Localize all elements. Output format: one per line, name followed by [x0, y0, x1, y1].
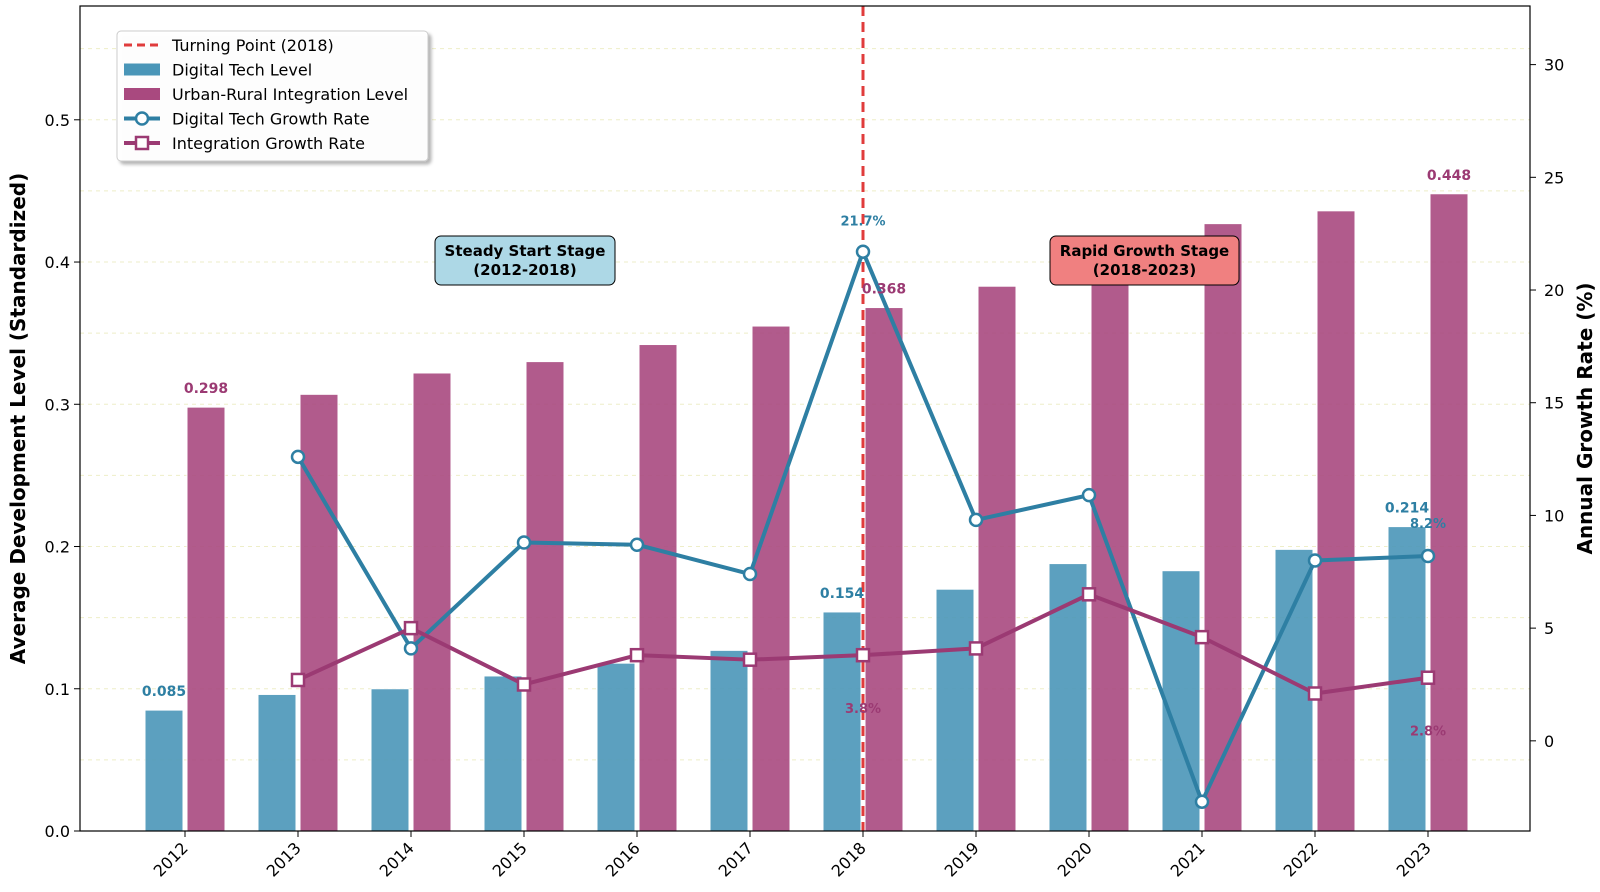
legend-label: Turning Point (2018) [171, 36, 334, 55]
integration-bar [186, 406, 226, 832]
integration-growth-point [1420, 670, 1436, 685]
bar-value-label: 0.214 [1385, 501, 1430, 517]
legend-label: Digital Tech Level [172, 61, 312, 80]
bar-value-label: 0.154 [820, 586, 865, 602]
integration-growth-point [629, 647, 645, 663]
digital-tech-growth-point [629, 537, 645, 552]
integration-bar [412, 372, 452, 832]
growth-lines [290, 244, 1436, 809]
integration-bar [525, 361, 565, 832]
left-tick-label: 0.4 [45, 253, 70, 272]
data-labels: 0.085 0.298 0.154 0.368 0.214 0.448 21.7% 3.8% 8… [142, 168, 1471, 740]
right-tick-label: 5 [1544, 619, 1554, 638]
plot-frame [79, 5, 1531, 832]
left-tick-label: 0.1 [45, 680, 70, 699]
integration-bar [1316, 210, 1356, 832]
digital-tech-bar [257, 693, 297, 832]
legend-swatch-bar [124, 88, 160, 100]
integration-growth-point [516, 677, 532, 692]
legend-label: Digital Tech Growth Rate [172, 110, 370, 129]
integration-growth-point [403, 620, 419, 636]
left-tick-label: 0.5 [45, 111, 70, 130]
digital-tech-bar [1048, 563, 1088, 832]
legend: Turning Point (2018) Digital Tech Level Ur… [116, 30, 429, 162]
left-tick-label: 0.3 [45, 395, 70, 414]
digital-tech-bar [596, 662, 636, 832]
integration-bar [1090, 255, 1130, 832]
stage-period: (2018-2023) [1093, 261, 1196, 279]
stage-title: Steady Start Stage [445, 242, 606, 260]
integration-growth-point [1307, 686, 1323, 701]
bar-value-label: 0.448 [1427, 168, 1471, 184]
digital-tech-bar [822, 611, 862, 832]
stage-period: (2012-2018) [473, 261, 576, 279]
legend-label: Integration Growth Rate [172, 134, 365, 153]
stage-annotations: Steady Start Stage(2012-2018) Rapid Growt… [434, 235, 1240, 286]
digital-tech-growth-point [1081, 487, 1097, 503]
steady-stage-box [434, 235, 616, 286]
stage-title: Rapid Growth Stage [1060, 242, 1229, 260]
bar-value-label: 0.085 [142, 684, 186, 700]
legend-marker-square [134, 135, 150, 151]
legend-swatch-bar [124, 63, 160, 76]
rapid-stage-box [1049, 235, 1240, 286]
right-tick-label: 10 [1544, 506, 1564, 525]
digital-tech-growth-point [1194, 794, 1210, 809]
digital-tech-bar [370, 688, 410, 832]
legend-box [116, 30, 429, 162]
integration-bar [1203, 223, 1243, 832]
integration-growth-point [742, 652, 758, 667]
left-tick-label: 0.0 [45, 822, 70, 841]
bar-value-label: 0.298 [184, 381, 228, 397]
integration-growth-point [290, 672, 306, 688]
digital-tech-growth-point [855, 244, 871, 259]
left-tick-label: 0.2 [45, 538, 70, 557]
digital-tech-growth-point [968, 512, 984, 528]
right-tick-label: 0 [1544, 732, 1554, 751]
digital-tech-growth-point [742, 566, 758, 582]
legend-marker-circle [134, 111, 150, 126]
legend-label: Urban-Rural Integration Level [172, 85, 408, 104]
digital-tech-growth-point [403, 641, 419, 656]
integration-bar [1429, 193, 1469, 832]
right-axis-title: Annual Growth Rate (%) [1573, 282, 1597, 554]
digital-tech-growth-point [1307, 553, 1323, 568]
digital-tech-bar [1161, 570, 1201, 832]
right-tick-label: 15 [1544, 394, 1564, 413]
digital-tech-growth-point [290, 449, 306, 465]
right-tick-label: 30 [1544, 56, 1564, 75]
integration-bar [638, 344, 678, 832]
digital-tech-bar [144, 709, 184, 832]
digital-tech-growth-point [1420, 548, 1436, 564]
digital-tech-bar [709, 649, 749, 832]
growth-rate-label: 8.2% [1410, 517, 1446, 532]
integration-bar [751, 325, 791, 832]
growth-rate-label: 2.8% [1410, 725, 1446, 740]
integration-bar [977, 285, 1017, 832]
integration-bar [864, 307, 904, 832]
left-axis-title: Average Development Level (Standardized) [6, 173, 30, 665]
bars [144, 193, 1469, 832]
digital-tech-growth-point [516, 535, 532, 550]
integration-bar [299, 393, 339, 832]
integration-growth-point [855, 647, 871, 663]
right-tick-label: 20 [1544, 281, 1564, 300]
digital-tech-bar [483, 675, 523, 832]
integration-growth-point [1081, 587, 1097, 602]
integration-growth-point [968, 641, 984, 656]
growth-rate-label: 21.7% [840, 215, 885, 230]
integration-growth-point [1194, 629, 1210, 645]
right-tick-label: 25 [1544, 168, 1564, 187]
bar-value-label: 0.368 [862, 282, 906, 298]
growth-rate-label: 3.8% [845, 702, 881, 717]
digital-tech-bar [935, 588, 975, 832]
